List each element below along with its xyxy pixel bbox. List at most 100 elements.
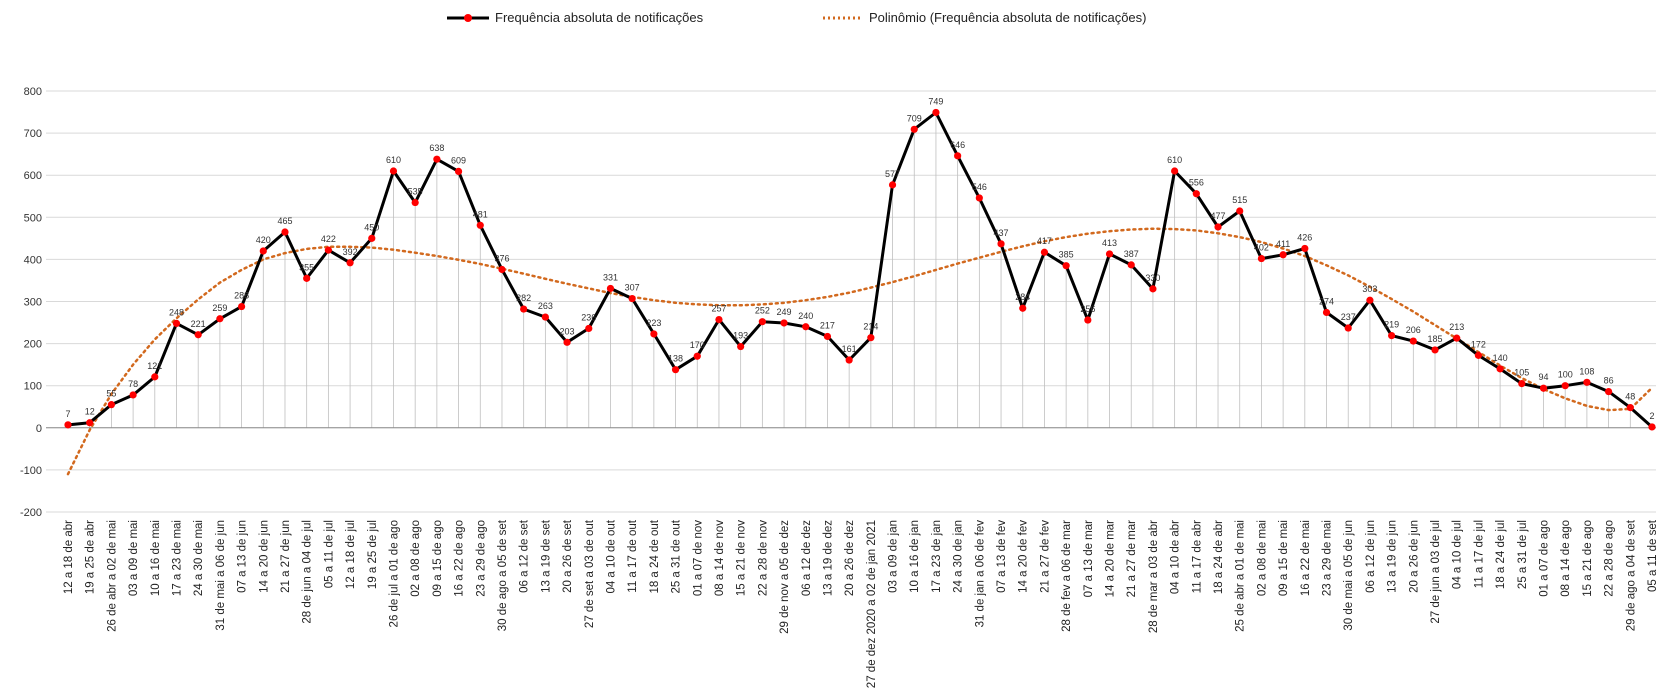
data-label: 284 [1015,292,1030,302]
data-point [1019,304,1027,312]
x-tick-label: 20 a 26 de set [562,519,574,593]
data-label: 646 [950,140,965,150]
data-point [411,198,419,207]
data-label: 185 [1427,334,1442,344]
data-label: 411 [1276,239,1290,249]
data-label: 546 [972,182,987,192]
x-tick-label: 27 de set a 03 de out [584,519,596,628]
data-label: 355 [299,262,314,272]
x-tick-label: 18 a 24 de jul [1495,520,1507,589]
data-point [1214,223,1222,231]
data-point [1453,334,1461,342]
data-point [1192,190,1200,198]
data-point [498,265,506,274]
legend-label-series: Frequência absoluta de notificações [495,10,704,25]
x-tick-label: 07 a 13 de mar [1083,520,1095,598]
x-tick-label: 25 a 31 de jul [1517,520,1529,589]
x-tick-label: 02 a 08 de ago [410,520,422,597]
x-tick-label: 17 a 23 de mai [171,520,183,596]
data-label: 55 [106,389,116,399]
x-tick-label: 19 a 25 de abr [85,520,97,594]
x-tick-label: 02 a 08 de mai [1256,520,1268,596]
data-label: 609 [451,155,466,165]
data-label: 288 [234,291,249,301]
x-tick-label: 23 a 29 de mai [1322,520,1334,596]
series-line [67,111,1653,429]
data-point [758,318,766,326]
data-label: 221 [191,319,206,329]
data-label: 7 [65,409,70,419]
data-point [823,332,832,341]
x-tick-label: 10 a 16 de jan [909,520,921,593]
data-label: 709 [907,113,922,123]
x-tick-label: 28 de jun a 04 de jul [302,520,314,624]
data-point [606,284,615,293]
data-label: 170 [690,340,705,350]
x-tick-label: 07 a 13 de jun [237,520,249,593]
data-label: 402 [1254,243,1269,253]
data-label: 223 [646,318,661,328]
x-tick-label: 03 a 09 de mai [128,520,140,596]
x-tick-label: 09 a 15 de mai [1278,520,1290,596]
data-point [888,181,897,189]
data-point [1366,296,1374,304]
x-tick-label: 13 a 19 de jun [1387,520,1399,593]
x-tick-label: 26 de abr a 02 de mai [106,520,118,632]
x-tick-label: 20 a 26 de dez [844,520,856,596]
data-label: 248 [169,307,184,317]
data-label: 413 [1102,238,1117,248]
y-tick-label: 200 [24,339,42,351]
data-point [1040,248,1049,256]
data-label: 535 [408,187,423,197]
x-tick-label: 04 a 10 de abr [1170,520,1182,594]
y-tick-label: 600 [24,170,42,182]
x-tick-label: 21 a 27 de fev [1039,520,1051,593]
x-tick-label: 16 a 22 de ago [454,520,466,597]
data-point [563,338,571,346]
x-tick-label: 23 a 29 de ago [475,520,487,597]
y-tick-label: -100 [20,465,42,477]
data-point [1149,285,1157,293]
data-label: 437 [994,228,1009,238]
trendline-layer [66,227,1654,476]
data-point [1127,261,1135,269]
data-point [1583,378,1591,386]
x-tick-label: 17 a 23 de jan [931,520,943,593]
data-label: 193 [733,331,748,341]
data-point [650,330,658,338]
data-point [303,274,311,282]
x-tick-label: 06 a 12 de dez [801,520,813,596]
data-point [975,194,983,202]
legend-label-trend: Polinômio (Frequência absoluta de notifi… [869,10,1147,25]
data-label: 610 [386,155,401,165]
x-tick-label: 22 a 28 de nov [757,520,769,596]
x-tick-label: 25 de abr a 01 de mai [1235,520,1247,632]
data-point [1388,332,1396,340]
data-label: 420 [256,235,271,245]
data-label: 481 [473,209,488,219]
data-point [151,373,159,381]
data-label: 121 [147,361,162,371]
data-label: 331 [603,272,618,282]
x-tick-label: 11 a 17 de out [627,519,639,592]
x-tick-label: 09 a 15 de ago [432,520,444,597]
y-tick-label: 0 [36,423,42,435]
x-tick-label: 11 a 17 de abr [1191,520,1203,593]
x-tick-label: 26 de jul a 01 de ago [388,520,400,627]
data-point [802,323,810,331]
data-label: 2 [1649,411,1654,421]
data-point [1322,308,1331,317]
data-label: 417 [1037,236,1052,246]
x-tick-label: 27 de jun a 03 de jul [1430,520,1442,624]
x-tick-label: 07 a 13 de fev [996,520,1008,593]
x-axis-ticks: 12 a 18 de abr 19 a 25 de abr 26 de abr a … [63,519,1659,688]
x-tick-label: 20 a 26 de jun [1408,520,1420,593]
x-tick-label: 28 de mar a 03 de abr [1148,520,1160,633]
data-label: 465 [277,216,292,226]
x-tick-label: 14 a 20 de jun [258,520,270,593]
data-label: 249 [777,307,792,317]
data-label: 376 [494,254,509,264]
data-point [172,319,181,327]
x-tick-label: 31 de mai a 06 de jun [215,520,227,631]
data-label: 252 [755,306,770,316]
